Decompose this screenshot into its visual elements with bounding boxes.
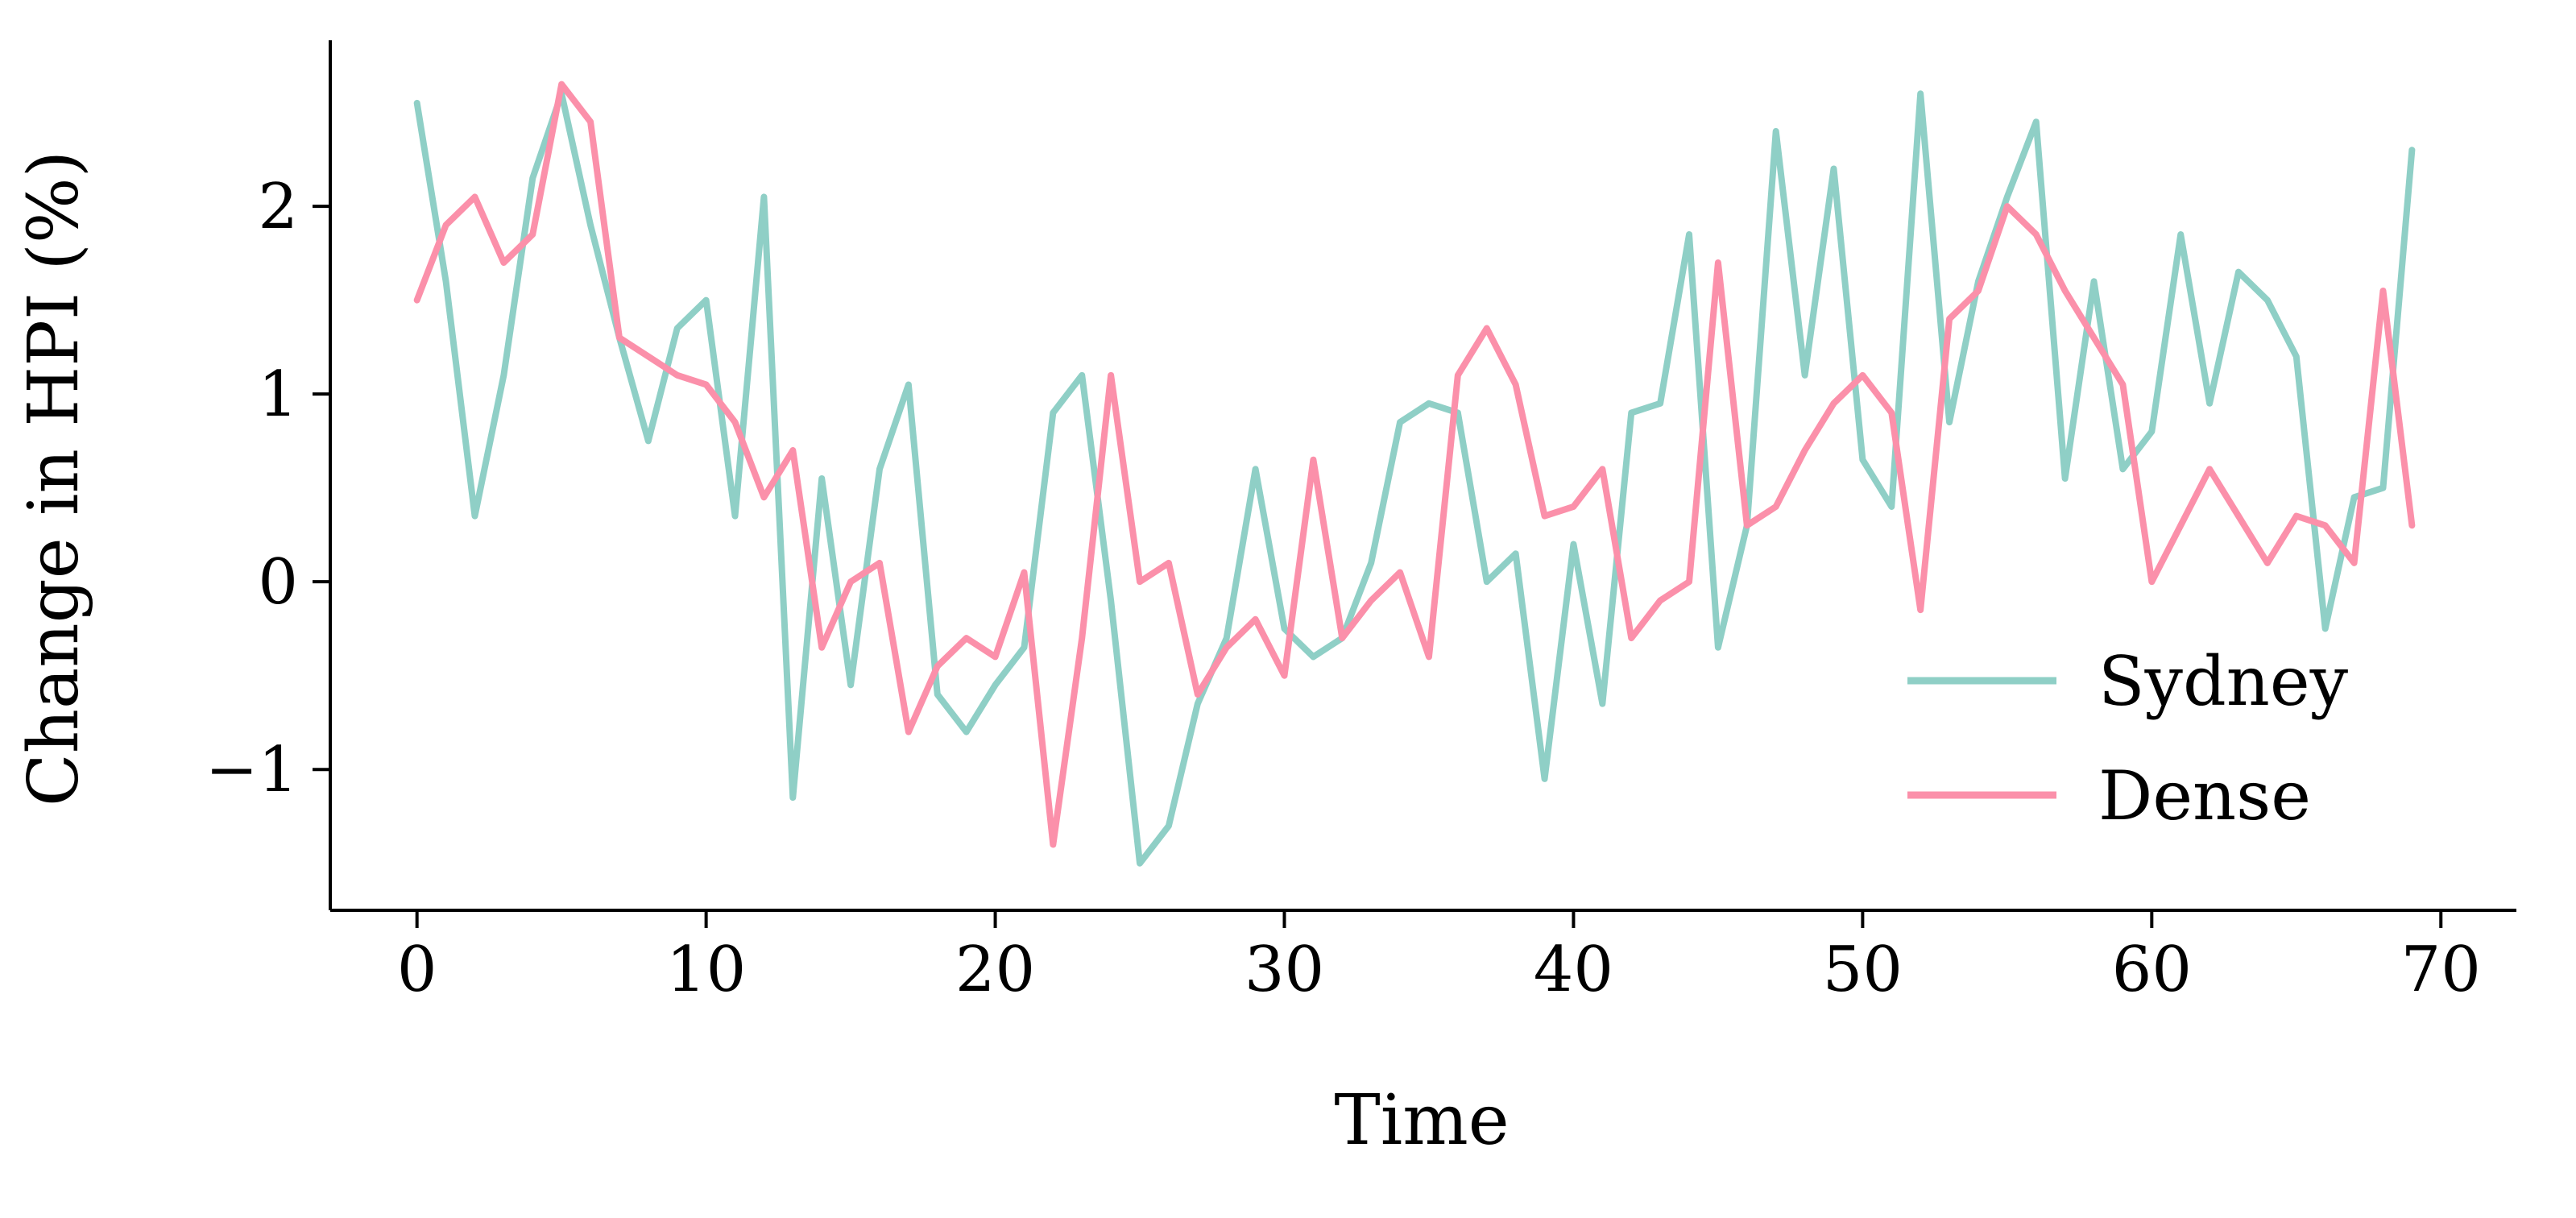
x-tick-label: 20 [955,934,1035,1006]
x-tick-label: 50 [1823,934,1903,1006]
y-tick-label: 2 [258,171,298,243]
sydney-line [413,90,2416,867]
x-tick-label: 70 [2401,934,2481,1006]
legend: Sydney Dense [1907,642,2349,835]
dense-line [413,81,2416,848]
y-tick-label: 1 [258,358,298,431]
x-tick-label: 40 [1534,934,1613,1006]
sydney-legend-label: Sydney [2098,642,2349,721]
x-tick-label: 30 [1245,934,1324,1006]
y-tick-label: −1 [205,734,298,806]
x-tick-label: 0 [397,934,437,1006]
dense-legend-label: Dense [2098,756,2311,835]
y-tick-label: 0 [258,546,298,619]
y-axis-label: Change in HPI (%) [14,151,94,806]
x-axis-label: Time [1334,1080,1509,1161]
x-tick-label: 10 [666,934,746,1006]
x-tick-label: 60 [2112,934,2192,1006]
